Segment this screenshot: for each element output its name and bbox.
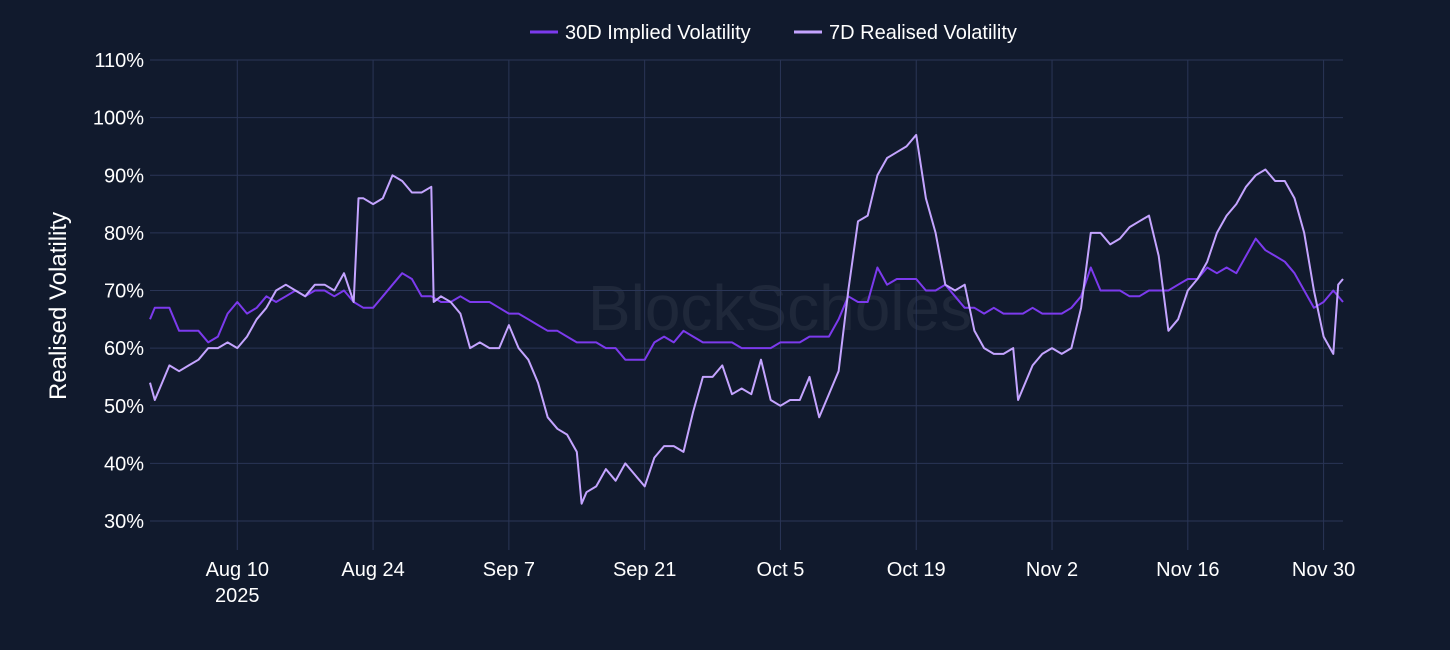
x-tick-label: Oct 5 (757, 559, 805, 581)
x-tick-sublabel: 2025 (215, 585, 260, 607)
y-tick-label: 80% (104, 223, 144, 245)
y-tick-label: 90% (104, 165, 144, 187)
y-tick-label: 60% (104, 338, 144, 360)
y-tick-label: 30% (104, 511, 144, 533)
x-axis: Aug 10 2025 Aug 24 Sep 7 Sep 21 Oct 5 Oct 19 No… (206, 559, 1356, 607)
x-tick-label: Sep 21 (613, 559, 676, 581)
x-tick-label: Nov 2 (1026, 559, 1078, 581)
y-tick-label: 100% (93, 108, 144, 130)
legend-item-label[interactable]: 30D Implied Volatility (565, 22, 751, 44)
x-tick-label: Oct 19 (887, 559, 946, 581)
series-lines (149, 133, 1344, 505)
x-tick-label: Nov 30 (1292, 559, 1355, 581)
y-tick-label: 110% (94, 50, 144, 72)
y-tick-label: 70% (104, 281, 144, 303)
series-line-implied-vol (149, 237, 1344, 361)
y-axis: 30% 40% 50% 60% 70% 80% 90% 100% 110% (93, 50, 144, 533)
x-tick-label: Aug 10 (206, 559, 269, 581)
x-tick-label: Sep 7 (483, 559, 535, 581)
y-axis-label: Realised Volatility (45, 212, 72, 400)
x-tick-label: Aug 24 (341, 559, 404, 581)
y-tick-label: 50% (104, 396, 144, 418)
series-line-realised-vol (149, 133, 1344, 505)
x-tick-label: Nov 16 (1156, 559, 1219, 581)
legend[interactable]: 30D Implied Volatility 7D Realised Volati… (530, 22, 1017, 44)
legend-item-label[interactable]: 7D Realised Volatility (829, 22, 1017, 44)
y-tick-label: 40% (104, 453, 144, 475)
